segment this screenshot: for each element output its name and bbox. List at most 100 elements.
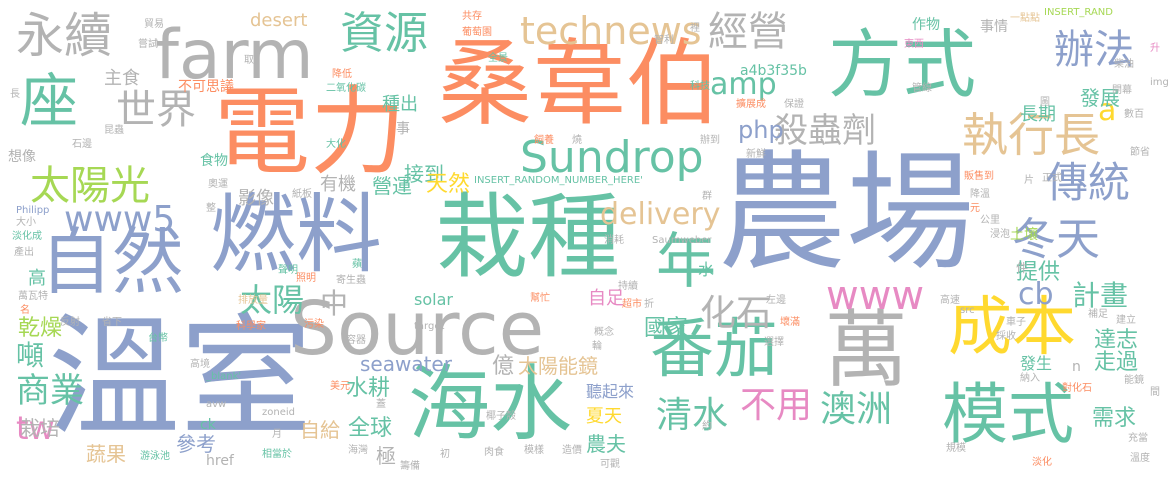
word: 大化 xyxy=(326,139,346,150)
word: 正式 xyxy=(1042,173,1062,184)
word: 億 xyxy=(492,354,515,379)
word: 販售到 xyxy=(964,171,994,182)
word: a4b3f35b xyxy=(740,63,807,79)
word: 番茄 xyxy=(650,313,778,387)
word: 游泳池 xyxy=(140,451,170,462)
word: 奧運 xyxy=(208,179,228,190)
word: 辦到 xyxy=(700,135,720,146)
word: 持續 xyxy=(618,281,638,292)
word: 補足 xyxy=(1088,309,1108,320)
word: Saumweber xyxy=(652,235,712,246)
word: 走過 xyxy=(1094,350,1139,375)
word: 對化石 xyxy=(1062,383,1092,394)
word: 約 xyxy=(702,421,712,432)
word: 乾燥 xyxy=(18,316,63,341)
word: 噸 xyxy=(16,339,45,372)
word: 籌備 xyxy=(400,461,420,472)
word: 中 xyxy=(320,287,349,320)
word: seawater xyxy=(360,352,452,376)
word: src xyxy=(960,305,975,316)
word: 水 xyxy=(698,260,715,279)
word: 排放量 xyxy=(238,295,268,306)
word: 溫度 xyxy=(1130,453,1150,464)
word: INSERT_RAND xyxy=(1044,7,1113,18)
word: 發生 xyxy=(1020,354,1053,373)
word: 聲明 xyxy=(278,265,298,276)
word: 商業 xyxy=(16,371,84,411)
word: 輪 xyxy=(592,341,602,352)
word: 容器 xyxy=(346,335,366,346)
word: 高速 xyxy=(940,295,960,306)
word: 達志 xyxy=(1094,328,1139,353)
word: 初 xyxy=(440,449,450,460)
word: 資源 xyxy=(340,8,428,59)
word: 產出 xyxy=(14,247,34,258)
word: 概念 xyxy=(594,327,614,338)
word: 柴油 xyxy=(1114,59,1134,70)
word: 萬瓦特 xyxy=(18,291,48,302)
word: desert xyxy=(250,10,308,31)
word: 桑韋伯 xyxy=(438,30,721,139)
word: 肉食 xyxy=(484,447,504,458)
word: 智利 xyxy=(654,35,674,46)
word: 群 xyxy=(702,191,712,202)
word: 嘗試 xyxy=(138,39,158,50)
word: 幫忙 xyxy=(530,293,550,304)
word: 冬天 xyxy=(1012,214,1100,265)
word: 壞滿 xyxy=(780,317,800,328)
word: 裡 xyxy=(690,23,700,34)
word: 浸泡 xyxy=(990,229,1010,240)
word: 國家 xyxy=(644,316,689,341)
word: 圖 xyxy=(1040,97,1050,108)
word: _blank' xyxy=(206,371,242,382)
word: 種出 xyxy=(382,94,418,115)
word: 成本 xyxy=(948,291,1076,365)
word: 月 xyxy=(272,429,282,440)
word: 車子 xyxy=(1006,317,1026,328)
word: php xyxy=(738,116,784,144)
word: 污染 xyxy=(304,319,324,330)
word: zoneid xyxy=(262,407,295,418)
word: 大小 xyxy=(16,217,36,228)
word: 栽種 xyxy=(436,184,621,291)
word: Philipp xyxy=(16,205,50,216)
word: 辦法 xyxy=(1054,27,1134,73)
word: 科技 xyxy=(690,81,710,92)
word: 世界 xyxy=(116,87,196,133)
word: 澳洲 xyxy=(820,389,893,430)
word: 全球 xyxy=(348,416,393,441)
word: n xyxy=(1072,359,1081,375)
word: 淡化成 xyxy=(12,231,42,242)
word: cb xyxy=(1018,277,1054,312)
word: 燃料 xyxy=(210,185,382,285)
word: ck xyxy=(200,417,216,433)
word: 影像 xyxy=(238,188,274,209)
word: tw xyxy=(16,409,55,447)
word: 省下 xyxy=(102,317,122,328)
word: 消耗 xyxy=(604,235,624,246)
word: 極 xyxy=(376,444,396,468)
word: 管線 xyxy=(912,83,932,94)
word: 可觀 xyxy=(600,459,620,470)
word: 長 xyxy=(10,89,20,100)
word: 夏天 xyxy=(586,406,622,427)
word: 紙板 xyxy=(292,189,312,200)
word: 淡化 xyxy=(1032,457,1052,468)
word: 反射 xyxy=(60,317,80,328)
word: 模樣 xyxy=(524,445,544,456)
word: 栽培 xyxy=(20,416,60,440)
word: 葡萄園 xyxy=(462,27,492,38)
word: 節省 xyxy=(1130,147,1150,158)
word: 年 xyxy=(656,227,716,297)
word: 座 xyxy=(20,67,79,135)
word: 溫室 xyxy=(48,301,312,455)
word: 降溫 xyxy=(970,189,990,200)
word: 土壤 xyxy=(1010,227,1038,243)
word: 太陽光 xyxy=(30,163,150,209)
word: 水耕 xyxy=(346,376,391,401)
word: 開幕 xyxy=(1112,85,1132,96)
word: 充當 xyxy=(1128,433,1148,444)
word: delivery xyxy=(600,197,721,232)
word: 東西 xyxy=(904,39,924,50)
